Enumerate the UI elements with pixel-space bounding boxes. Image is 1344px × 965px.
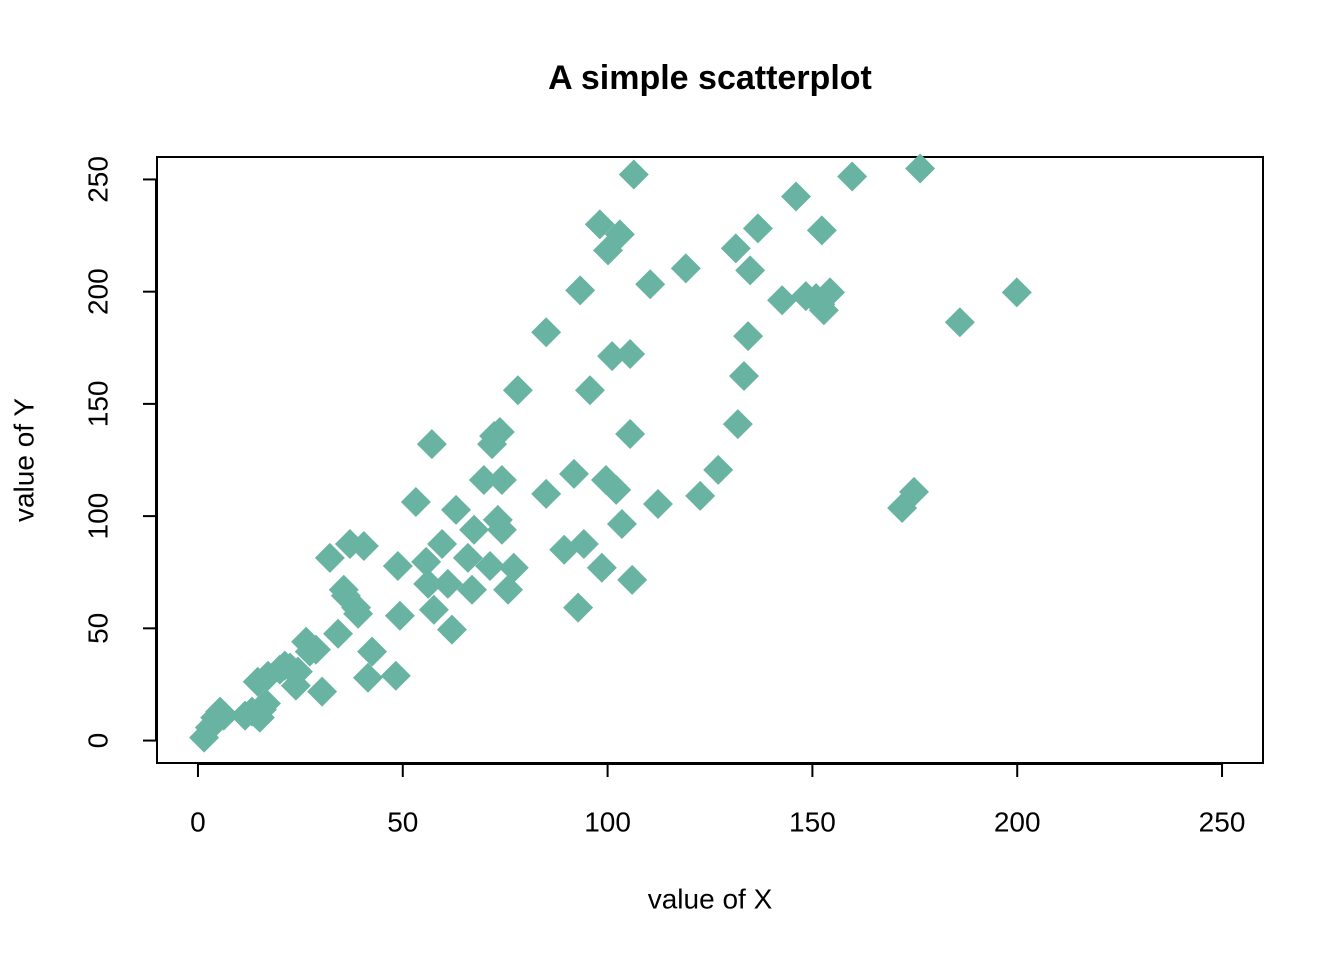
point <box>343 598 374 629</box>
x-tick-label: 50 <box>387 806 418 837</box>
point <box>307 676 338 707</box>
point <box>498 552 529 583</box>
point <box>352 662 383 693</box>
point <box>441 494 472 525</box>
x-tick-label: 200 <box>994 806 1041 837</box>
point <box>722 409 753 440</box>
point <box>531 478 562 509</box>
point <box>905 153 936 184</box>
point <box>767 285 798 316</box>
point <box>436 614 467 645</box>
point <box>502 375 533 406</box>
point <box>531 317 562 348</box>
point <box>742 213 773 244</box>
y-tick-label: 50 <box>82 613 113 644</box>
point <box>615 418 646 449</box>
point <box>427 528 458 559</box>
point <box>452 542 483 573</box>
x-axis-label: value of X <box>648 883 773 914</box>
point <box>411 546 442 577</box>
y-tick-label: 100 <box>82 493 113 540</box>
point <box>282 656 313 687</box>
x-tick-label: 0 <box>190 806 206 837</box>
x-tick-label: 250 <box>1199 806 1246 837</box>
point <box>642 488 673 519</box>
point <box>413 568 444 599</box>
point <box>475 550 506 581</box>
chart-title: A simple scatterplot <box>548 59 872 97</box>
point <box>806 215 837 246</box>
y-tick-label: 150 <box>82 381 113 428</box>
point <box>837 161 868 192</box>
point <box>601 474 632 505</box>
point <box>314 542 345 573</box>
y-tick-label: 200 <box>82 268 113 315</box>
point <box>493 574 524 605</box>
point <box>384 600 415 631</box>
point <box>898 476 929 507</box>
point <box>574 375 605 406</box>
point <box>781 181 812 212</box>
point <box>484 416 515 447</box>
point <box>944 307 975 338</box>
point <box>1001 277 1032 308</box>
point <box>559 458 590 489</box>
point <box>584 209 615 240</box>
x-tick-label: 100 <box>584 806 631 837</box>
point <box>382 550 413 581</box>
point <box>357 636 388 667</box>
y-tick-label: 250 <box>82 156 113 203</box>
y-axis-label: value of Y <box>8 398 39 522</box>
point <box>720 233 751 264</box>
point <box>459 514 490 545</box>
point <box>380 660 411 691</box>
point <box>418 594 449 625</box>
point <box>323 618 354 649</box>
point <box>728 361 759 392</box>
point <box>733 321 764 352</box>
point <box>432 568 463 599</box>
y-tick-label: 0 <box>82 733 113 749</box>
point <box>586 552 617 583</box>
plot-box <box>156 156 1264 764</box>
point <box>486 464 517 495</box>
point <box>703 454 734 485</box>
point <box>468 464 499 495</box>
point <box>615 339 646 370</box>
point <box>348 530 379 561</box>
point <box>617 564 648 595</box>
point <box>300 634 331 665</box>
point <box>400 486 431 517</box>
point <box>618 159 649 190</box>
point <box>606 508 637 539</box>
point <box>565 275 596 306</box>
point <box>416 429 447 460</box>
x-tick-label: 150 <box>789 806 836 837</box>
point <box>597 341 628 372</box>
point <box>815 277 846 308</box>
point <box>670 253 701 284</box>
point <box>486 514 517 545</box>
point <box>735 255 766 286</box>
point <box>635 269 666 300</box>
point <box>208 700 239 731</box>
point <box>563 592 594 623</box>
point <box>457 574 488 605</box>
point <box>568 528 599 559</box>
point <box>685 480 716 511</box>
point <box>604 219 635 250</box>
